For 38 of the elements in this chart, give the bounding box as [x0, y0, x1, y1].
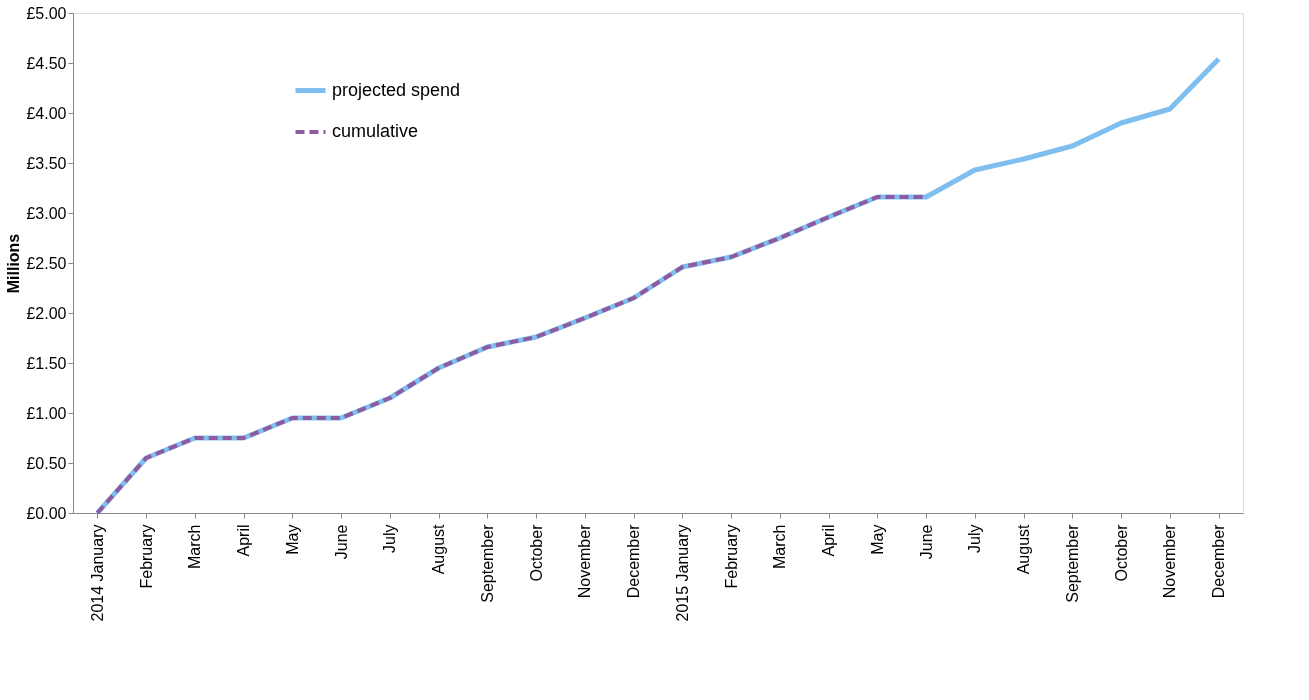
y-tick-label: £2.50 — [26, 254, 67, 272]
x-tick-label: March — [771, 524, 789, 569]
x-tick-label: October — [527, 523, 545, 582]
x-tick-label: 2015 January — [673, 524, 691, 622]
y-tick-label: £1.00 — [26, 404, 67, 422]
y-tick-label: £1.50 — [26, 354, 67, 372]
y-tick-label: £4.00 — [26, 104, 67, 122]
x-tick-label: July — [966, 524, 984, 553]
x-tick-label: April — [235, 524, 253, 557]
x-tick-label: February — [722, 524, 740, 589]
x-tick-label: June — [917, 524, 935, 560]
y-tick-label: £0.50 — [26, 454, 67, 472]
x-tick-label: August — [1015, 523, 1033, 575]
y-tick-label: £5.00 — [26, 4, 67, 22]
x-tick-label: June — [332, 524, 350, 560]
y-tick-label: £3.00 — [26, 204, 67, 222]
x-tick-label: November — [576, 523, 594, 599]
x-tick-label: November — [1161, 523, 1179, 599]
x-tick-label: April — [820, 524, 838, 557]
legend-label: cumulative — [332, 121, 419, 141]
x-tick-label: 2014 January — [88, 524, 106, 622]
x-tick-label: December — [1210, 523, 1228, 599]
x-tick-label: August — [430, 523, 448, 575]
x-tick-label: May — [283, 524, 301, 555]
y-tick-label: £4.50 — [26, 54, 67, 72]
x-tick-label: May — [868, 524, 886, 555]
y-tick-label: £0.00 — [26, 504, 67, 522]
x-tick-label: September — [478, 523, 496, 603]
x-tick-label: December — [625, 523, 643, 599]
x-tick-label: July — [381, 524, 399, 553]
y-axis-title: Millions — [5, 233, 23, 294]
y-tick-label: £2.00 — [26, 304, 67, 322]
x-tick-label: September — [1063, 523, 1081, 603]
legend-label: projected spend — [332, 79, 461, 100]
x-tick-label: February — [137, 524, 155, 589]
y-tick-label: £3.50 — [26, 154, 67, 172]
x-tick-label: March — [186, 524, 204, 569]
x-tick-label: October — [1112, 523, 1130, 582]
